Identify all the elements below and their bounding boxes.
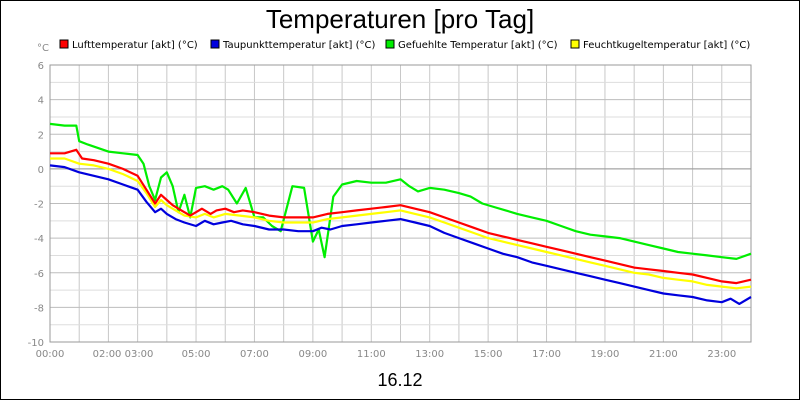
x-tick-label: 07:00: [240, 349, 269, 360]
y-tick-label: -2: [34, 200, 44, 211]
legend-swatch: [210, 39, 220, 49]
x-tick-label: 09:00: [298, 349, 327, 360]
x-tick-label: 15:00: [474, 349, 503, 360]
y-tick-label: -8: [34, 303, 44, 314]
x-tick-label: 05:00: [182, 349, 211, 360]
x-tick-label: 17:00: [532, 349, 561, 360]
series-line-0: [50, 148, 752, 285]
series-lines: [49, 122, 752, 305]
x-tick-label: 21:00: [649, 349, 678, 360]
y-axis: 6 4 2 0 -2 -4 -6 -8 -10: [28, 61, 44, 349]
legend-swatch: [385, 39, 395, 49]
y-tick-label: -6: [34, 269, 44, 280]
grid: [49, 64, 752, 343]
legend-label: Lufttemperatur [akt] (°C): [72, 40, 198, 51]
plot-border: [49, 64, 752, 343]
x-tick-label: 00:00: [36, 349, 65, 360]
y-tick-label: 6: [38, 61, 44, 72]
series-line-1: [49, 164, 752, 305]
x-axis-label: 16.12: [377, 370, 422, 390]
chart-title: Temperaturen [pro Tag]: [266, 4, 534, 34]
legend-swatch: [59, 39, 69, 49]
y-tick-label: 2: [38, 130, 44, 141]
y-axis-unit: °C: [37, 43, 49, 54]
x-tick-label: 19:00: [591, 349, 620, 360]
series-line-3: [50, 157, 752, 290]
legend-label: Gefuehlte Temperatur [akt] (°C): [398, 40, 558, 51]
legend-label: Taupunkttemperatur [akt] (°C): [222, 40, 375, 51]
series-line-2: [49, 122, 752, 260]
x-tick-label: 13:00: [415, 349, 444, 360]
y-tick-label: 0: [38, 165, 44, 176]
legend-label: Feuchtkugeltemperatur [akt] (°C): [583, 40, 750, 51]
y-tick-label: -10: [28, 338, 44, 349]
legend-swatch: [570, 39, 580, 49]
x-tick-label: 11:00: [357, 349, 386, 360]
legend: Lufttemperatur [akt] (°C) Taupunkttempera…: [59, 39, 750, 51]
plot-area: [49, 64, 752, 343]
x-tick-label: 02:00 03:00: [93, 349, 154, 360]
y-tick-label: 4: [38, 96, 44, 107]
y-tick-label: -4: [34, 234, 44, 245]
x-axis: 00:00 02:00 03:00 05:00 07:00 09:00 11:00 13:0…: [36, 349, 737, 360]
x-tick-label: 23:00: [707, 349, 736, 360]
